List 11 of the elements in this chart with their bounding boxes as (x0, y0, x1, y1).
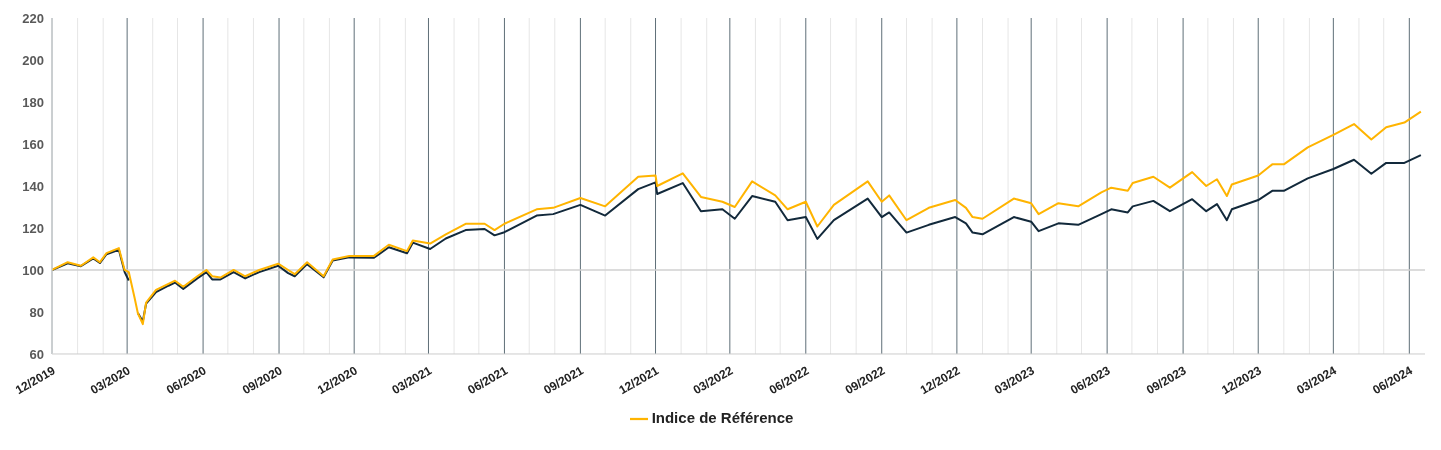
legend-label: Indice de Référence (651, 408, 794, 426)
y-tick-label: 80 (29, 304, 44, 320)
y-tick-label: 100 (22, 262, 44, 278)
y-tick-label: 180 (22, 94, 44, 110)
y-tick-label: 160 (22, 136, 44, 152)
y-tick-label: 220 (22, 10, 44, 26)
y-tick-label: 60 (29, 346, 44, 362)
y-tick-label: 140 (22, 178, 44, 194)
y-tick-label: 200 (22, 52, 44, 68)
line-series (52, 110, 1422, 326)
y-tick-label: 120 (22, 220, 44, 236)
